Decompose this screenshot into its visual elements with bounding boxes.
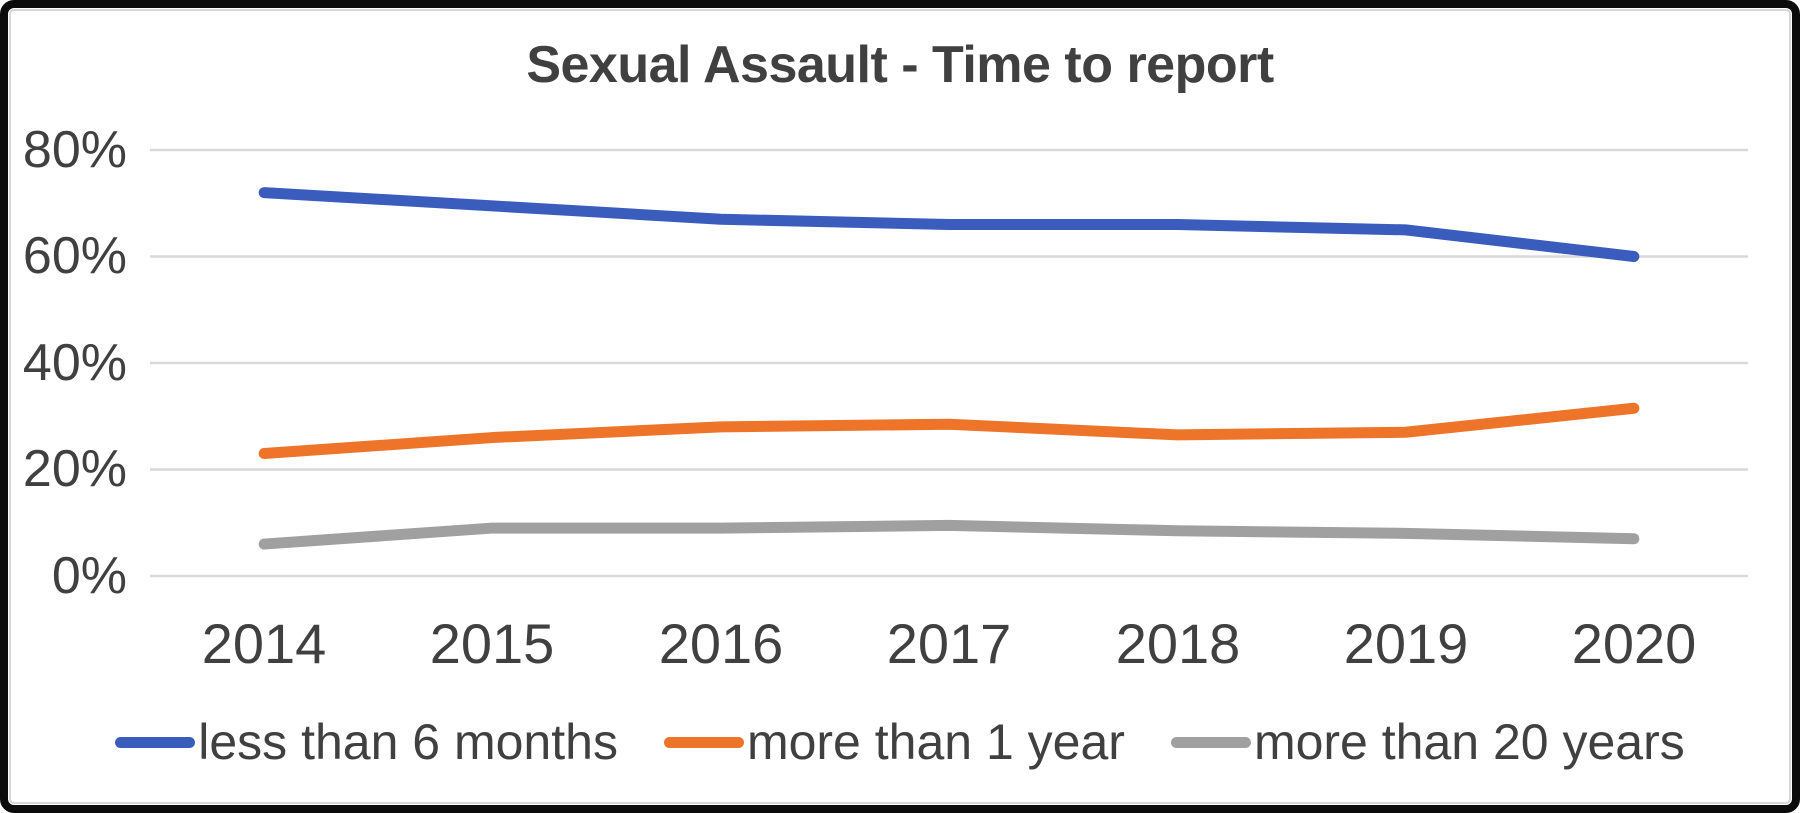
y-tick-label: 40% (22, 334, 127, 392)
legend-item: less than 6 months (115, 713, 618, 771)
x-tick-label: 2019 (1343, 612, 1469, 675)
x-tick-label: 2020 (1571, 612, 1697, 675)
series-lines (258, 187, 1640, 550)
legend-marker-blue-line (115, 736, 196, 748)
legend-label: more than 20 years (1253, 714, 1685, 770)
y-tick-label: 60% (22, 227, 127, 285)
chart-title: Sexual Assault - Time to report (526, 36, 1274, 94)
y-tick-label: 0% (51, 547, 127, 605)
gridlines (150, 148, 1748, 578)
x-tick-label: 2018 (1115, 612, 1241, 675)
y-tick-label: 80% (22, 121, 127, 179)
x-tick-label: 2015 (429, 612, 555, 675)
chart-canvas: Sexual Assault - Time to report 80% 60% … (9, 9, 1791, 804)
legend-marker-orange-line (663, 736, 744, 748)
x-tick-label: 2016 (658, 612, 784, 675)
plot-area (150, 148, 1748, 578)
legend-marker-gray-line (1170, 736, 1251, 748)
legend-item: more than 20 years (1170, 713, 1685, 771)
series-line-less-than-6-months (258, 187, 1640, 262)
y-tick-label: 20% (22, 440, 127, 498)
legend: less than 6 months more than 1 year more… (11, 713, 1789, 771)
series-line-more-than-20-years (258, 519, 1640, 550)
legend-item: more than 1 year (663, 713, 1125, 771)
x-tick-label: 2017 (886, 612, 1012, 675)
legend-label: more than 1 year (746, 714, 1125, 770)
series-line-more-than-1-year (258, 402, 1640, 460)
x-tick-label: 2014 (201, 612, 327, 675)
legend-label: less than 6 months (198, 714, 618, 770)
